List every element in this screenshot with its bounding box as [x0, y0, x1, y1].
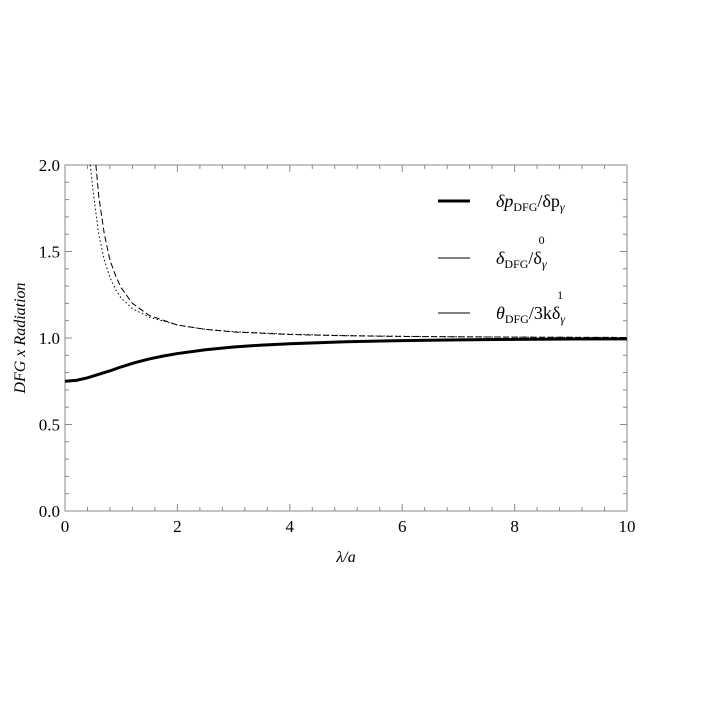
legend-label-1: δpDFG/δpγ [496, 191, 565, 214]
series-lines [65, 165, 627, 383]
legend: δpDFG/δpγ δDFG/δγ0 θDFG/3kδγ1 [438, 191, 565, 326]
y-tick-label: 2.0 [39, 156, 60, 175]
x-tick-label: 10 [619, 517, 636, 536]
x-tick-label: 4 [286, 517, 295, 536]
legend-label-2: δDFG/δγ0 [496, 233, 547, 271]
x-tick-label: 2 [173, 517, 182, 536]
y-tick-label: 0.5 [39, 416, 60, 435]
series-line-3 [89, 165, 627, 338]
y-axis-title: DFG x Radiation [12, 282, 29, 394]
legend-label-3: θDFG/3kδγ1 [496, 288, 565, 326]
x-tick-label: 8 [510, 517, 519, 536]
y-tick-label: 1.5 [39, 243, 60, 262]
x-axis-title: λ/a [335, 549, 355, 566]
y-tick-label: 1.0 [39, 329, 60, 348]
y-tick-label: 0.0 [39, 502, 60, 521]
x-tick-label: 0 [61, 517, 70, 536]
series-line-1 [65, 337, 627, 383]
tick-labels: 0 2 4 6 8 10 0.0 0.5 1.0 1.5 2.0 [39, 156, 636, 536]
x-tick-label: 6 [398, 517, 407, 536]
